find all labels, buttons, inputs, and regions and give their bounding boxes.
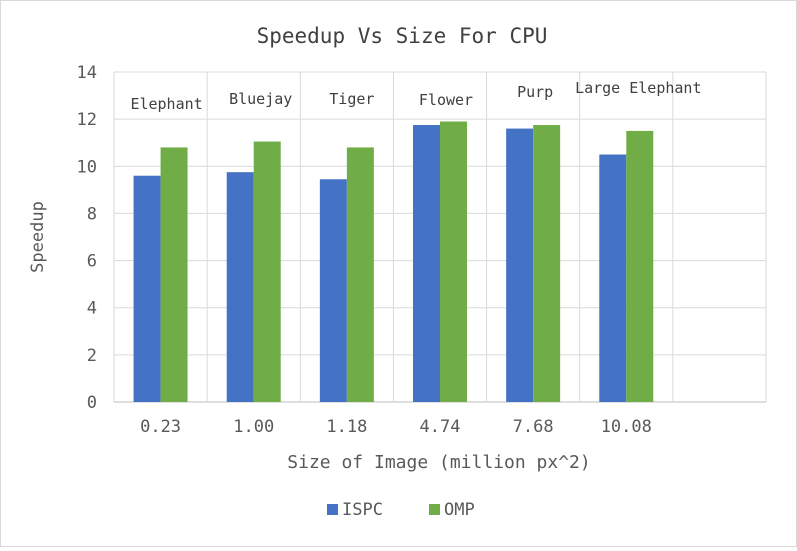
bar-omp bbox=[533, 125, 561, 403]
y-tick-label: 2 bbox=[87, 346, 97, 366]
bar-annotation: Large Elephant bbox=[575, 79, 701, 97]
legend-swatch-omp bbox=[429, 504, 440, 515]
bar-annotations: Elephant Bluejay Tiger Flower Purp Large Elep… bbox=[130, 79, 701, 113]
bar-annotation: Tiger bbox=[329, 90, 374, 108]
bar-ispc bbox=[133, 175, 161, 402]
bar-omp bbox=[440, 121, 467, 402]
x-tick-label: 7.68 bbox=[513, 417, 554, 437]
x-tick-label: 0.23 bbox=[140, 417, 181, 437]
bar-ispc bbox=[226, 172, 254, 402]
bar-omp bbox=[626, 130, 654, 402]
y-tick-label: 14 bbox=[77, 63, 97, 83]
y-axis-label: Speedup bbox=[28, 201, 48, 273]
bar-omp bbox=[346, 147, 374, 402]
bars bbox=[133, 121, 654, 403]
y-tick-label: 12 bbox=[77, 110, 97, 130]
bar-ispc bbox=[319, 179, 347, 402]
x-tick-labels: 0.23 1.00 1.18 4.74 7.68 10.08 bbox=[140, 417, 652, 437]
x-tick-label: 4.74 bbox=[420, 417, 461, 437]
legend-label-ispc: ISPC bbox=[342, 500, 383, 520]
y-tick-label: 4 bbox=[87, 299, 97, 319]
y-tick-label: 10 bbox=[77, 157, 97, 177]
bar-omp bbox=[253, 141, 281, 403]
bar-annotation: Purp bbox=[517, 83, 553, 101]
bar-annotation: Flower bbox=[419, 91, 473, 109]
bar-annotation: Bluejay bbox=[229, 90, 292, 108]
x-tick-label: 1.00 bbox=[233, 417, 274, 437]
bar-annotation: Elephant bbox=[130, 95, 202, 113]
y-tick-label: 0 bbox=[87, 393, 97, 413]
x-axis-label: Size of Image (million px^2) bbox=[287, 452, 590, 473]
bar-omp bbox=[160, 147, 188, 402]
x-tick-label: 10.08 bbox=[601, 417, 652, 437]
legend-swatch-ispc bbox=[327, 504, 338, 515]
legend: ISPC OMP bbox=[327, 500, 475, 520]
bar-ispc bbox=[413, 125, 440, 403]
y-tick-labels: 0 2 4 6 8 10 12 14 bbox=[77, 63, 97, 413]
chart-title: Speedup Vs Size For CPU bbox=[257, 24, 548, 48]
bar-ispc bbox=[506, 128, 534, 403]
y-tick-label: 8 bbox=[87, 204, 97, 224]
x-tick-label: 1.18 bbox=[326, 417, 367, 437]
legend-label-omp: OMP bbox=[444, 500, 475, 520]
y-tick-label: 6 bbox=[87, 252, 97, 272]
bar-ispc bbox=[599, 154, 627, 402]
